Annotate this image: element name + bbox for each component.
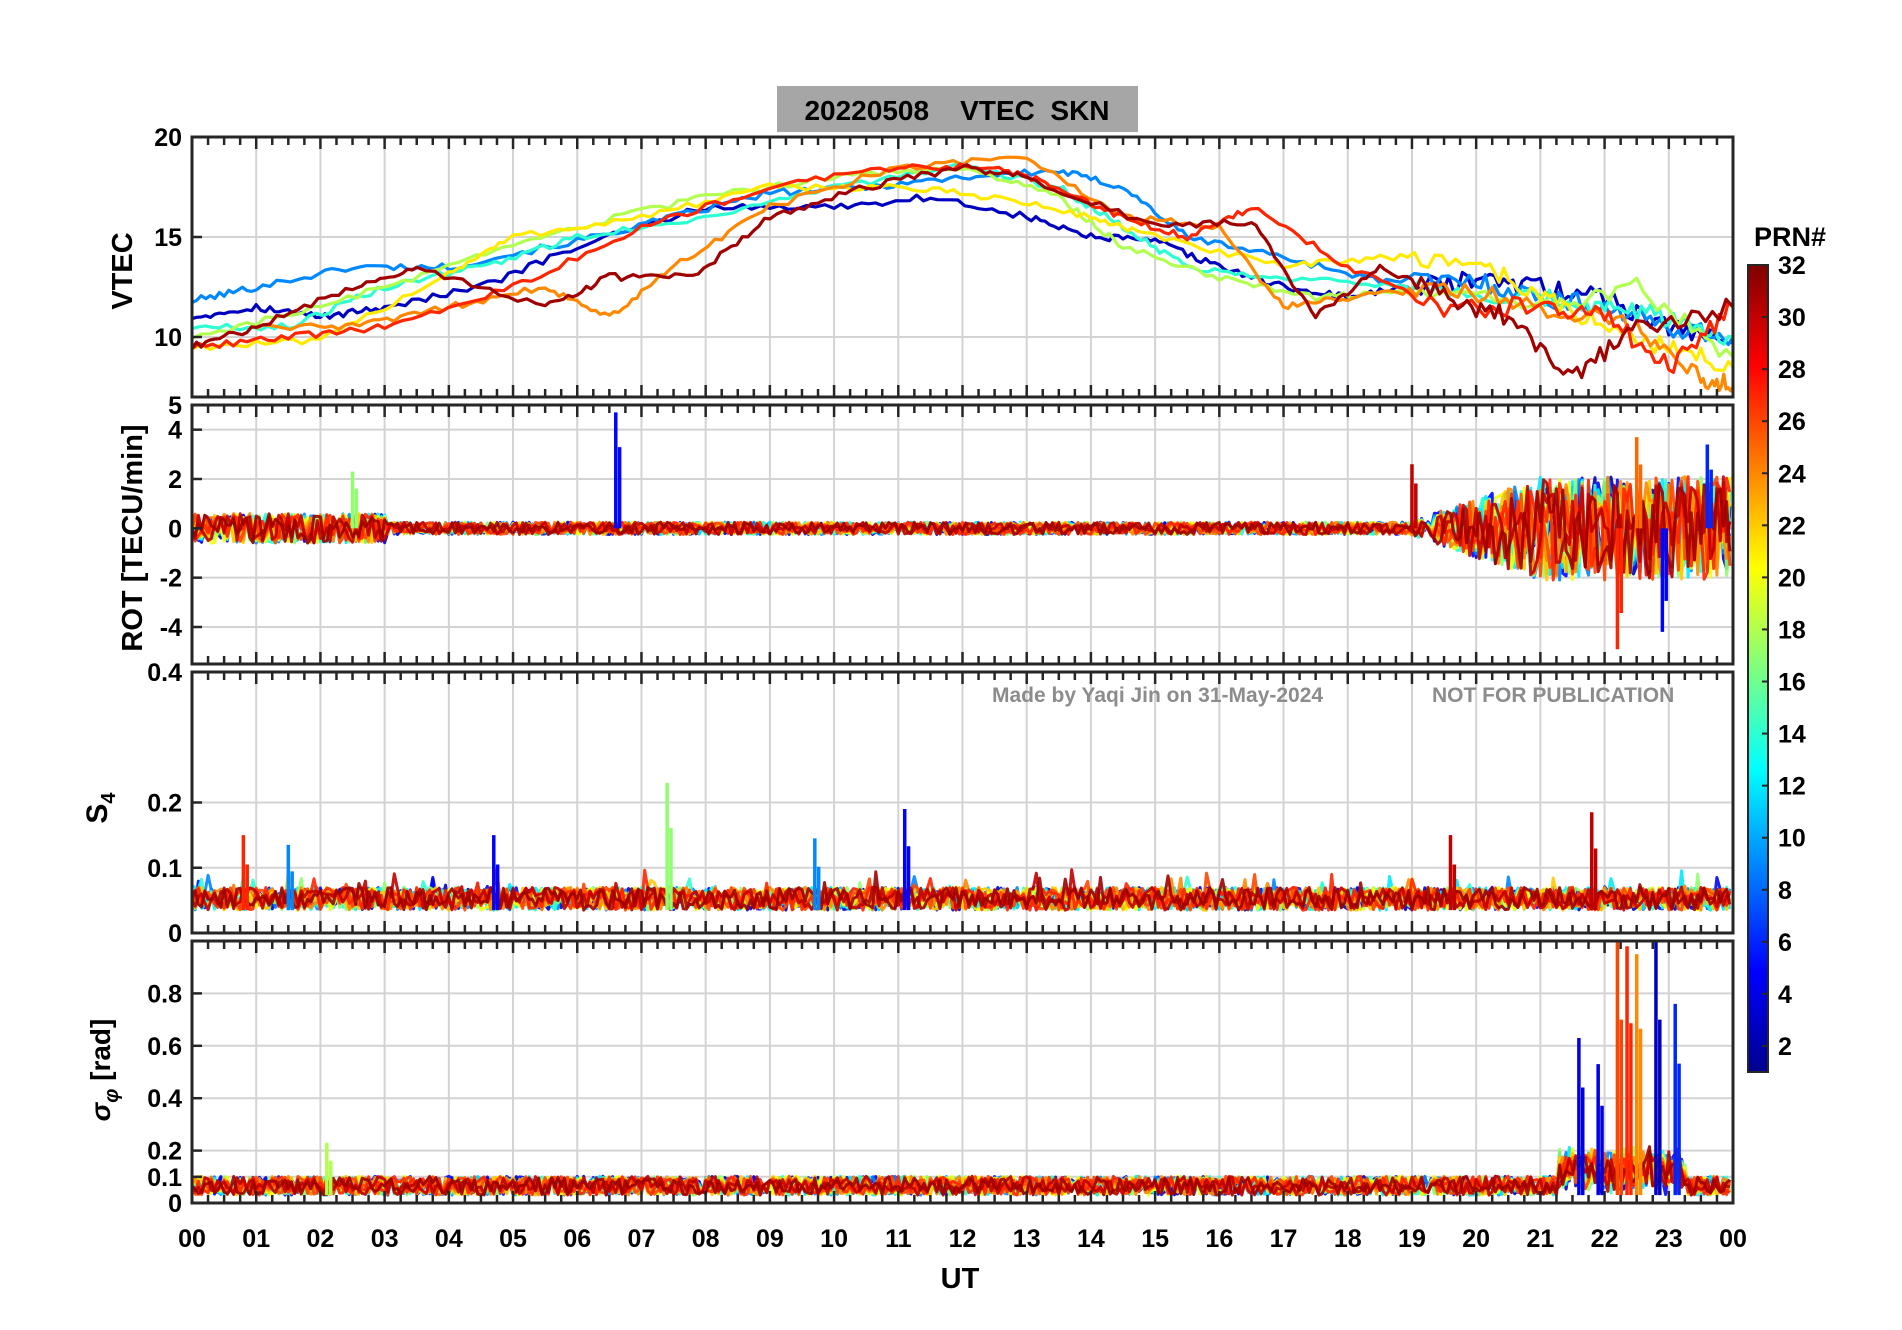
colorbar [1747,264,1769,1073]
x-tick-label: 03 [371,1225,399,1253]
x-tick-label: 09 [756,1225,784,1253]
y-tick-label: 0.2 [147,790,182,818]
colorbar-tick-label: 2 [1778,1033,1792,1061]
x-tick-label: 00 [178,1225,206,1253]
x-tick-label: 23 [1655,1225,1683,1253]
colorbar-tick-label: 10 [1778,825,1806,853]
x-tick-labels: 00 01 02 03 04 05 06 07 08 09 10 11 12 13 14 15 16 17 18 19… [178,1225,1747,1253]
y-tick-label: 20 [154,124,182,152]
colorbar-tick-label: 6 [1778,929,1792,957]
colorbar-tick-label: 20 [1778,564,1806,592]
figure-title: 20220508 VTEC SKN [804,95,1109,126]
series-group [190,782,1732,912]
x-tick-label: 16 [1205,1225,1233,1253]
colorbar-tick-label: 14 [1778,721,1806,749]
x-tick-label: 20 [1462,1225,1490,1253]
y-tick-label: 0.4 [147,1085,182,1113]
vtec-series-line [191,182,1735,372]
x-tick-label: 22 [1591,1225,1619,1253]
s4-ylabel-main: S [81,804,114,824]
s4-ylabel: S4 [81,792,120,824]
colorbar-tick-label: 18 [1778,616,1806,644]
watermark-credit: Made by Yaqi Jin on 31-May-2024 [992,684,1323,707]
colorbar-tick-label: 12 [1778,773,1806,801]
y-tick-label: -2 [160,565,182,593]
colorbar-tick-label: 32 [1778,252,1806,280]
sigma-ylabel-sub: φ [101,1089,123,1103]
colorbar-tick-label: 26 [1778,408,1806,436]
y-tick-label: 0.1 [147,1164,182,1192]
vtec-series-line [255,155,1735,393]
axes-frame: 0 0.1 0.2 0.4 [147,659,1735,948]
y-tick-label: 0.8 [147,980,182,1008]
vtec-panel: 10 15 20 [154,124,1735,399]
s4-series-line [190,870,1732,912]
colorbar-tick-label: 24 [1778,460,1806,488]
colorbar-tick-label: 28 [1778,356,1806,384]
y-tick-label: 0 [168,1190,182,1218]
x-tick-label: 13 [1013,1225,1041,1253]
x-tick-label: 11 [885,1225,912,1253]
s4-ylabel-sub: 4 [98,792,120,804]
x-tick-label: 07 [628,1225,656,1253]
y-tick-label: -4 [160,614,182,642]
watermark-notice: NOT FOR PUBLICATION [1432,684,1674,707]
y-tick-label: 15 [154,224,182,252]
y-tick-label: 0.2 [147,1138,182,1166]
y-tick-label: 0.6 [147,1033,182,1061]
sigma-ylabel-unit: [rad] [85,1019,116,1089]
series-group [190,412,1732,650]
y-tick-label: 2 [168,466,182,494]
y-tick-label: 0.1 [147,855,182,883]
sigma-ylabel: σφ [rad] [85,1019,123,1122]
x-tick-label: 08 [692,1225,720,1253]
sig-series-line [190,1145,1731,1197]
axes-frame: 10 15 20 [154,124,1735,399]
x-tick-label: 15 [1141,1225,1169,1253]
y-tick-label: 0.4 [147,659,182,687]
x-tick-label: 19 [1398,1225,1426,1253]
title-box [777,86,1138,132]
series-group [190,941,1732,1197]
x-tick-label: 02 [307,1225,335,1253]
x-tick-label: 06 [563,1225,591,1253]
y-tick-label: 5 [168,392,182,420]
y-tick-label: 10 [154,324,182,352]
axes-frame: 00.10.2 0.4 0.6 0.8 [147,939,1735,1218]
x-axis-label: UT [941,1263,980,1295]
rot-series-line [190,478,1732,580]
axes-frame: -4 -2 0 2 45 [160,392,1735,666]
x-tick-label: 05 [499,1225,527,1253]
x-tick-label: 12 [949,1225,977,1253]
x-tick-label: 14 [1077,1225,1105,1253]
sigma-ylabel-main: σ [85,1101,116,1121]
s4-panel: 0 0.1 0.2 0.4 [147,659,1735,948]
sigma-phi-panel: 00.10.2 0.4 0.6 0.8 [147,939,1735,1218]
colorbar-tick-label: 4 [1778,981,1792,1009]
x-tick-label: 04 [435,1225,463,1253]
y-tick-label: 4 [168,417,182,445]
rot-series-line [190,475,1732,582]
x-tick-label: 18 [1334,1225,1362,1253]
series-group [190,155,1735,393]
x-tick-label: 21 [1526,1225,1554,1253]
colorbar-tick-label: 16 [1778,669,1806,697]
y-tick-label: 0 [168,515,182,543]
colorbar-tick-label: 8 [1778,877,1792,905]
colorbar-tick-label: 22 [1778,512,1806,540]
y-tick-label: 0 [168,920,182,948]
colorbar-title: PRN# [1754,222,1826,252]
x-tick-label: 10 [820,1225,848,1253]
x-tick-label: 17 [1270,1225,1298,1253]
x-tick-label: 00 [1719,1225,1747,1253]
x-tick-label: 01 [242,1225,270,1253]
grid [191,941,1734,1204]
vtec-series-line [190,163,1735,380]
vtec-ylabel: VTEC [107,232,139,309]
rot-ylabel: ROT [TECU/min] [117,424,149,651]
colorbar-tick-label: 30 [1778,304,1806,332]
rot-panel: -4 -2 0 2 45 [160,392,1735,666]
